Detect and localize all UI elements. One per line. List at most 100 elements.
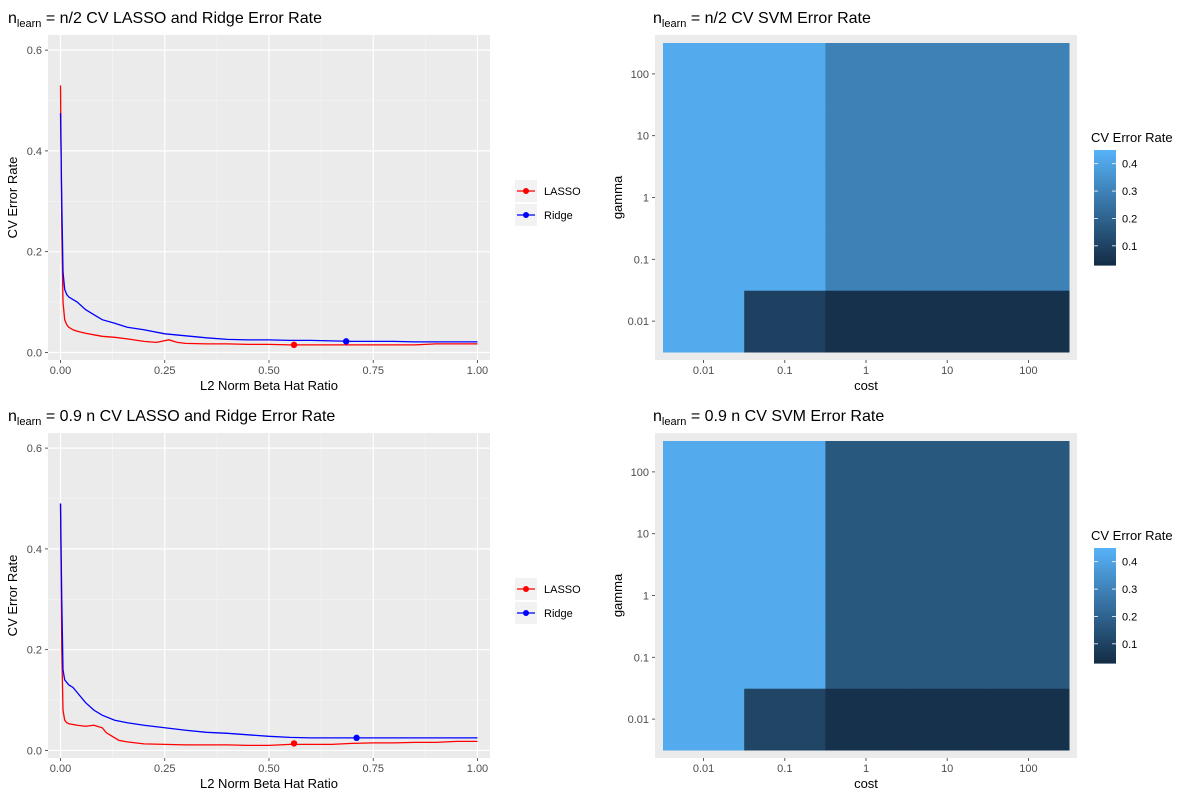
heatmap-cell xyxy=(744,502,826,566)
heatmap-cell xyxy=(906,441,989,504)
legend-label-lasso: LASSO xyxy=(544,186,581,198)
colorbar-segment xyxy=(1094,181,1116,186)
colorbar-segment xyxy=(1094,562,1116,566)
y-tick-label: 0.4 xyxy=(27,544,42,556)
title-n: n xyxy=(653,408,662,425)
colorbar-segment xyxy=(1094,236,1116,240)
colorbar-segment xyxy=(1094,611,1116,615)
colorbar-segment xyxy=(1094,210,1116,214)
title-subscript: learn xyxy=(662,18,686,30)
heatmap-cell xyxy=(663,290,745,353)
colorbar-segment xyxy=(1094,576,1116,581)
colorbar-segment xyxy=(1094,654,1116,658)
colorbar-label: 0.2 xyxy=(1122,611,1137,623)
y-tick-label: 0.6 xyxy=(27,45,42,57)
panel-title: nlearn = n/2 CV SVM Error Rate xyxy=(653,10,871,30)
heatmap-cell xyxy=(825,688,908,751)
colorbar-segment xyxy=(1094,622,1116,627)
heatmap-panel-3: nlearn = 0.9 n CV SVM Error Rate 0.01 0.1 1… xyxy=(610,408,1173,791)
colorbar-segment xyxy=(1094,233,1116,237)
title-n: n xyxy=(8,408,17,425)
heatmap-cell xyxy=(987,43,1070,106)
colorbar-segment xyxy=(1094,178,1116,183)
heatmap-cell xyxy=(663,502,745,566)
y-tick-label: 0.2 xyxy=(27,645,42,657)
colorbar-segment xyxy=(1094,573,1116,578)
heatmap-cell xyxy=(744,290,826,353)
colorbar-segment xyxy=(1094,588,1116,592)
colorbar-segment xyxy=(1094,213,1116,217)
colorbar-segment xyxy=(1094,599,1116,604)
heatmap-cell xyxy=(987,228,1070,291)
heatmap-cell xyxy=(987,626,1070,689)
colorbar-segment xyxy=(1094,170,1116,174)
colorbar-segment xyxy=(1094,657,1116,661)
title-n: n xyxy=(8,10,17,27)
colorbar-segment xyxy=(1094,648,1116,653)
min-point-lasso xyxy=(290,341,298,349)
y-axis-label: gamma xyxy=(610,573,625,617)
heatmap-cell xyxy=(825,43,908,106)
x-axis-label: cost xyxy=(854,776,878,791)
colorbar-label: 0.4 xyxy=(1122,159,1137,171)
series-line-lasso xyxy=(59,503,478,747)
x-tick-label: 1 xyxy=(863,365,869,377)
colorbar-segment xyxy=(1094,227,1116,232)
heatmap-cell xyxy=(744,43,826,106)
heatmap-cell xyxy=(744,688,826,751)
colorbar-segment xyxy=(1094,221,1116,226)
colorbar-label: 0.4 xyxy=(1122,557,1137,569)
colorbar-segment xyxy=(1094,660,1116,664)
x-tick-label: 100 xyxy=(1019,763,1037,775)
heatmap-cell xyxy=(906,104,989,168)
colorbar-segment xyxy=(1094,175,1116,180)
colorbar-label: 0.1 xyxy=(1122,639,1137,651)
x-tick-label: 0.01 xyxy=(693,763,714,775)
heatmap-cell xyxy=(987,104,1070,168)
colorbar-label: 0.1 xyxy=(1122,241,1137,253)
min-point-ridge xyxy=(353,734,360,742)
min-point-lasso xyxy=(290,740,298,747)
colorbar-segment xyxy=(1094,637,1116,641)
heatmap-cell xyxy=(663,166,745,229)
colorbar-segment xyxy=(1094,602,1116,607)
heatmap-cell xyxy=(906,688,989,751)
series-line-lasso xyxy=(59,85,478,346)
colorbar-segment xyxy=(1094,250,1116,255)
legend-key-point xyxy=(523,610,529,616)
heatmap-cell xyxy=(825,104,908,168)
y-axis-label: gamma xyxy=(610,175,625,219)
colorbar-segment xyxy=(1094,158,1116,163)
colorbar-segment xyxy=(1094,230,1116,234)
colorbar-segment xyxy=(1094,585,1116,589)
colorbar-segment xyxy=(1094,625,1116,630)
y-tick-label: 10 xyxy=(637,131,649,143)
colorbar-segment xyxy=(1094,617,1116,621)
colorbar-segment xyxy=(1094,167,1116,171)
x-tick-label: 0.1 xyxy=(777,365,792,377)
colorbar-segment xyxy=(1094,619,1116,624)
series-line-ridge xyxy=(59,503,478,739)
y-axis-label: CV Error Rate xyxy=(5,555,20,637)
colorbar-segment xyxy=(1094,591,1116,595)
x-tick-label: 0.25 xyxy=(154,365,175,377)
heatmap-cell xyxy=(987,290,1070,353)
colorbar-segment xyxy=(1094,553,1116,558)
line-panel-0: nlearn = n/2 CV LASSO and Ridge Error Ra… xyxy=(5,10,581,393)
heatmap-cell xyxy=(825,564,908,627)
heatmap-cell xyxy=(906,43,989,106)
heatmap-cell xyxy=(663,441,745,504)
heatmap-cell xyxy=(663,43,745,106)
colorbar-segment xyxy=(1094,605,1116,609)
colorbar-segment xyxy=(1094,239,1116,243)
y-axis-label: CV Error Rate xyxy=(5,157,20,239)
title-subscript: learn xyxy=(17,18,41,30)
heatmap-cell xyxy=(906,290,989,353)
heatmap-cell xyxy=(744,626,826,689)
heatmap-cell xyxy=(744,228,826,291)
heatmap-cell xyxy=(825,166,908,229)
colorbar-segment xyxy=(1094,568,1116,572)
x-tick-label: 10 xyxy=(941,365,953,377)
